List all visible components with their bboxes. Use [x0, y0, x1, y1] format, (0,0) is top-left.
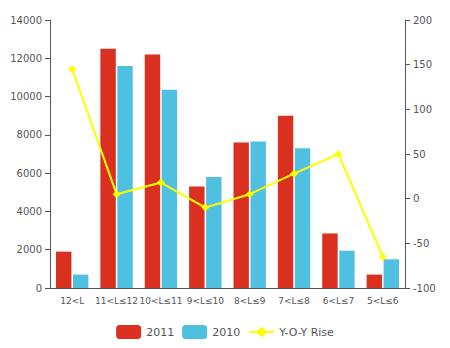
svg-text:8000: 8000 [17, 129, 42, 140]
svg-text:9<L≤10: 9<L≤10 [187, 296, 225, 306]
svg-text:10000: 10000 [10, 91, 42, 102]
svg-text:8<L≤9: 8<L≤9 [234, 296, 266, 306]
svg-text:2010: 2010 [212, 326, 240, 339]
svg-text:200: 200 [413, 15, 432, 26]
svg-text:100: 100 [413, 104, 432, 115]
svg-text:14000: 14000 [10, 15, 42, 26]
svg-text:10<L≤11: 10<L≤11 [139, 296, 182, 306]
svg-text:11<L≤12: 11<L≤12 [95, 296, 138, 306]
svg-text:4000: 4000 [17, 206, 42, 217]
svg-text:7<L≤8: 7<L≤8 [278, 296, 310, 306]
svg-text:Y-O-Y Rise: Y-O-Y Rise [278, 326, 334, 339]
svg-text:0: 0 [413, 193, 419, 204]
svg-text:-100: -100 [413, 283, 436, 294]
svg-text:2000: 2000 [17, 244, 42, 255]
svg-text:12<L: 12<L [60, 296, 84, 306]
svg-text:12000: 12000 [10, 53, 42, 64]
svg-text:-50: -50 [413, 238, 429, 249]
svg-text:6000: 6000 [17, 168, 42, 179]
svg-text:6<L≤7: 6<L≤7 [323, 296, 355, 306]
svg-text:50: 50 [413, 149, 426, 160]
svg-text:0: 0 [36, 283, 42, 294]
svg-text:150: 150 [413, 59, 432, 70]
svg-text:5<L≤6: 5<L≤6 [367, 296, 399, 306]
svg-text:2011: 2011 [146, 326, 174, 339]
